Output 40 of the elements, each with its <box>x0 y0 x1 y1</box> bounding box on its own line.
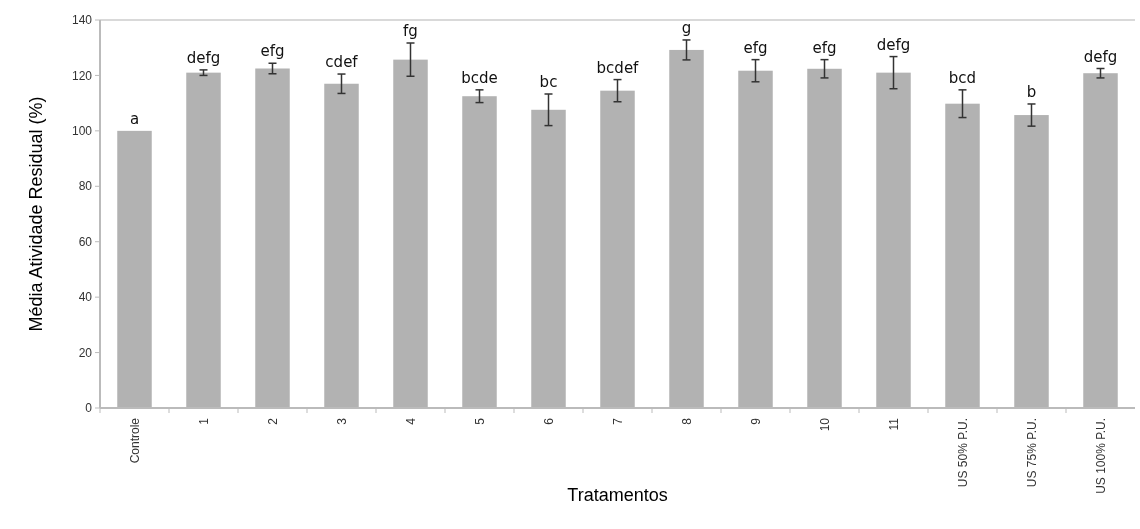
annotation: efg <box>743 38 768 57</box>
x-tick-label: 8 <box>679 417 694 425</box>
y-tick-label: 60 <box>78 234 93 249</box>
x-tick-label: US 50% P.U. <box>955 418 970 488</box>
annotation: fg <box>403 22 418 40</box>
annotation: defg <box>876 35 911 54</box>
annotation: a <box>129 109 140 128</box>
annotation: efg <box>260 42 285 61</box>
y-axis-title: Média Atividade Residual (%) <box>26 96 46 332</box>
x-tick-label: 4 <box>403 417 418 425</box>
y-tick-label: 20 <box>78 345 93 360</box>
x-tick-label: 7 <box>610 417 625 425</box>
y-tick-label: 120 <box>71 68 93 83</box>
annotation: bcde <box>461 68 498 87</box>
y-tick-label: 100 <box>71 124 93 139</box>
x-axis-title: Tratamentos <box>567 485 668 505</box>
x-tick-label: 3 <box>334 417 349 425</box>
annotation: bcdef <box>596 58 640 77</box>
x-tick-label: 1 <box>196 417 211 425</box>
y-tick-label: 140 <box>71 13 93 28</box>
annotation: bcd <box>948 68 977 87</box>
x-tick-label: US 100% P.U. <box>1093 418 1108 494</box>
annotation: b <box>1026 82 1037 101</box>
x-tick-label: 2 <box>265 417 280 425</box>
annotation: defg <box>186 48 221 67</box>
y-tick-label: 80 <box>78 179 93 194</box>
x-tick-label: 9 <box>748 417 763 425</box>
x-tick-label: 11 <box>886 417 901 431</box>
annotation: efg <box>812 38 837 57</box>
x-tick-label: US 75% P.U. <box>1024 418 1039 488</box>
x-tick-label: 10 <box>817 417 832 432</box>
annotation: bc <box>539 73 558 91</box>
x-tick-label: Controle <box>127 417 142 464</box>
y-tick-label: 0 <box>85 401 93 416</box>
annotation: cdef <box>325 53 359 72</box>
x-tick-label: 5 <box>472 417 487 425</box>
annotation: g <box>681 18 692 37</box>
annotation: defg <box>1083 47 1118 66</box>
y-tick-label: 40 <box>78 290 93 305</box>
x-tick-label: 6 <box>541 417 556 425</box>
